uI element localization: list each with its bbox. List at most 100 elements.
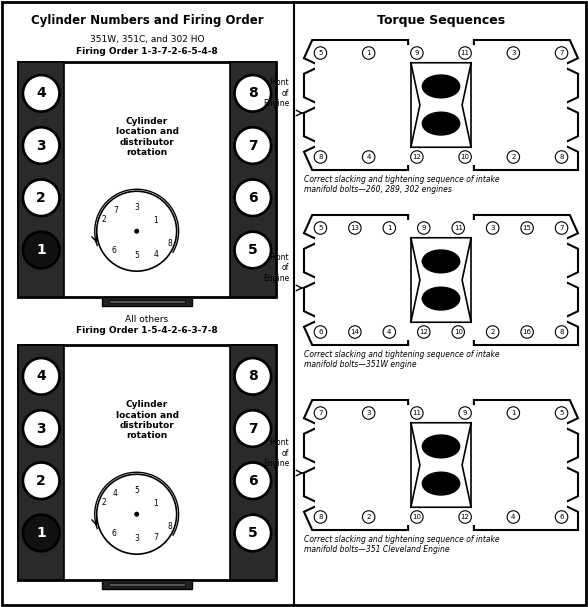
Text: 1: 1 xyxy=(387,225,392,231)
Bar xyxy=(18,62,65,297)
Circle shape xyxy=(22,73,61,113)
Text: 6: 6 xyxy=(318,329,323,335)
Text: 8: 8 xyxy=(318,514,323,520)
Circle shape xyxy=(417,326,430,338)
Circle shape xyxy=(410,47,423,59)
Text: Firing Order 1-3-7-2-6-5-4-8: Firing Order 1-3-7-2-6-5-4-8 xyxy=(76,47,218,56)
Circle shape xyxy=(22,230,61,270)
Text: 2: 2 xyxy=(36,191,46,205)
Text: 3: 3 xyxy=(36,421,46,436)
Text: 15: 15 xyxy=(523,225,532,231)
Circle shape xyxy=(486,326,499,338)
Ellipse shape xyxy=(422,75,460,98)
Circle shape xyxy=(314,151,327,163)
Text: 2: 2 xyxy=(490,329,495,335)
Polygon shape xyxy=(411,63,471,148)
Bar xyxy=(18,345,65,580)
Circle shape xyxy=(24,463,59,498)
Circle shape xyxy=(349,222,361,234)
Text: 2: 2 xyxy=(511,154,516,160)
Circle shape xyxy=(97,191,176,271)
Text: 8: 8 xyxy=(168,522,172,531)
Text: 4: 4 xyxy=(511,514,516,520)
Circle shape xyxy=(22,514,61,552)
Circle shape xyxy=(24,411,59,446)
Circle shape xyxy=(24,180,59,215)
Text: 1: 1 xyxy=(153,215,158,225)
Text: 12: 12 xyxy=(460,514,470,520)
Circle shape xyxy=(235,128,270,163)
Bar xyxy=(315,45,567,164)
Text: 6: 6 xyxy=(248,191,258,205)
Circle shape xyxy=(235,76,270,111)
Bar xyxy=(102,297,192,307)
Text: 2: 2 xyxy=(36,474,46,488)
Text: Front
of
Engine: Front of Engine xyxy=(263,78,289,108)
Circle shape xyxy=(134,229,139,234)
Text: 1: 1 xyxy=(366,50,371,56)
Bar xyxy=(18,62,276,297)
Circle shape xyxy=(452,222,465,234)
Circle shape xyxy=(507,151,520,163)
Circle shape xyxy=(24,76,59,111)
Text: 2: 2 xyxy=(101,215,106,223)
Text: Front
of
Engine: Front of Engine xyxy=(263,253,289,283)
Text: 1: 1 xyxy=(36,243,46,257)
Bar xyxy=(411,422,471,507)
Text: Cylinder
location and
distributor
rotation: Cylinder location and distributor rotati… xyxy=(115,117,179,157)
Text: 4: 4 xyxy=(366,154,371,160)
Circle shape xyxy=(235,359,270,394)
Circle shape xyxy=(22,357,61,396)
Circle shape xyxy=(314,47,327,59)
Circle shape xyxy=(555,222,568,234)
Text: 8: 8 xyxy=(248,369,258,384)
Bar xyxy=(109,300,185,303)
Text: All others: All others xyxy=(125,315,169,324)
Text: 2: 2 xyxy=(366,514,371,520)
Text: 5: 5 xyxy=(318,50,323,56)
Text: 2: 2 xyxy=(101,498,106,507)
Text: 3: 3 xyxy=(366,410,371,416)
Circle shape xyxy=(362,510,375,523)
Text: 11: 11 xyxy=(460,50,470,56)
Text: 7: 7 xyxy=(153,533,158,541)
Circle shape xyxy=(383,326,396,338)
Text: 12: 12 xyxy=(419,329,428,335)
Circle shape xyxy=(362,407,375,419)
Text: Correct slacking and tightening sequence of intake
manifold bolts—351 Cleveland : Correct slacking and tightening sequence… xyxy=(304,535,500,554)
Circle shape xyxy=(233,461,272,500)
Bar xyxy=(315,405,567,525)
Text: Correct slacking and tightening sequence of intake
manifold bolts—351W engine: Correct slacking and tightening sequence… xyxy=(304,350,500,370)
Circle shape xyxy=(233,230,272,270)
Circle shape xyxy=(410,151,423,163)
Circle shape xyxy=(410,407,423,419)
Circle shape xyxy=(459,47,472,59)
Bar xyxy=(109,583,185,586)
Polygon shape xyxy=(304,215,578,345)
Circle shape xyxy=(134,512,139,517)
Circle shape xyxy=(235,411,270,446)
Text: 4: 4 xyxy=(153,249,158,259)
Polygon shape xyxy=(411,422,471,507)
Text: 5: 5 xyxy=(318,225,323,231)
Text: 4: 4 xyxy=(36,369,46,384)
Bar xyxy=(102,580,192,589)
Ellipse shape xyxy=(422,472,460,495)
Text: 7: 7 xyxy=(248,138,258,152)
Circle shape xyxy=(410,510,423,523)
Text: 5: 5 xyxy=(248,243,258,257)
Circle shape xyxy=(314,407,327,419)
Polygon shape xyxy=(304,40,578,170)
Text: 10: 10 xyxy=(412,514,422,520)
Text: 8: 8 xyxy=(559,154,564,160)
Text: 6: 6 xyxy=(248,474,258,488)
Text: 1: 1 xyxy=(36,526,46,540)
Circle shape xyxy=(362,151,375,163)
Text: 3: 3 xyxy=(134,203,139,212)
Circle shape xyxy=(349,326,361,338)
Circle shape xyxy=(507,47,520,59)
Text: Cylinder Numbers and Firing Order: Cylinder Numbers and Firing Order xyxy=(31,14,263,27)
Circle shape xyxy=(507,510,520,523)
Circle shape xyxy=(233,126,272,165)
Text: 3: 3 xyxy=(511,50,516,56)
